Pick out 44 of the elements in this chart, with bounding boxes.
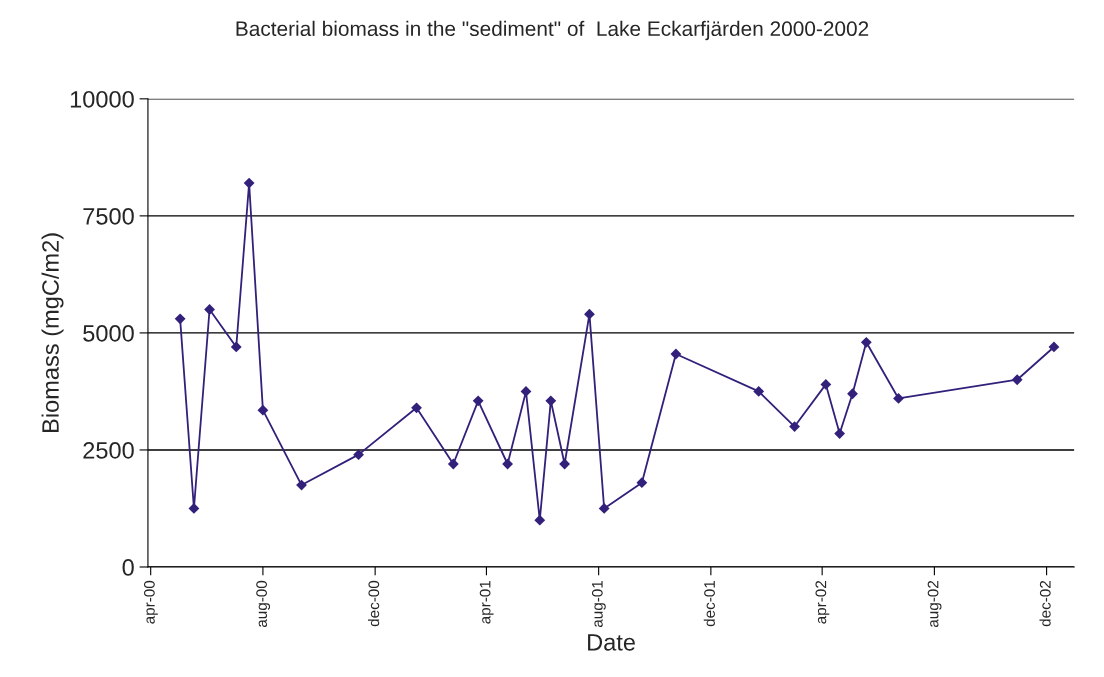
- point: [753, 386, 765, 397]
- y-tick-label: 7500: [83, 207, 134, 225]
- x-tick-label: dec-01: [703, 580, 715, 627]
- y-tick-label: 0: [122, 559, 134, 576]
- y-tick-label: 2500: [83, 442, 134, 459]
- point: [559, 458, 571, 470]
- point: [502, 458, 513, 470]
- x-axis-title: Date: [588, 634, 635, 651]
- point: [834, 428, 846, 439]
- point: [188, 503, 200, 514]
- chart-title: Bacterial biomass in the "sediment" of Lake Eckarfjärden 2000-2002: [236, 20, 869, 41]
- point: [893, 393, 904, 404]
- x-tick-label: aug-00: [256, 580, 271, 628]
- x-tick-label: apr-01: [479, 580, 494, 624]
- point: [204, 304, 215, 315]
- point: [353, 449, 364, 461]
- point: [789, 421, 800, 432]
- point: [598, 503, 610, 514]
- x-tick-label: aug-02: [927, 580, 942, 628]
- point: [1048, 341, 1060, 353]
- point: [534, 514, 546, 526]
- point: [1011, 374, 1023, 386]
- y-axis-title: Biomass (mgC/m2): [41, 233, 64, 432]
- y-tick-label: 10000: [70, 90, 134, 108]
- point: [847, 388, 858, 400]
- point: [636, 477, 648, 489]
- point: [411, 402, 422, 414]
- y-tick-label: 5000: [83, 324, 134, 342]
- point: [584, 308, 595, 320]
- x-tick-label: dec-02: [1039, 580, 1051, 627]
- point: [472, 395, 484, 407]
- point: [860, 336, 872, 348]
- point: [174, 313, 186, 325]
- point: [257, 404, 269, 416]
- point: [545, 395, 557, 407]
- x-tick-label: aug-01: [591, 580, 606, 628]
- point: [230, 341, 242, 353]
- point: [820, 379, 832, 390]
- x-tick-label: dec-00: [368, 580, 380, 627]
- point: [447, 458, 459, 470]
- x-tick-label: apr-02: [815, 580, 830, 624]
- point: [243, 177, 255, 189]
- x-tick-label: apr-00: [143, 580, 158, 624]
- point: [670, 348, 682, 360]
